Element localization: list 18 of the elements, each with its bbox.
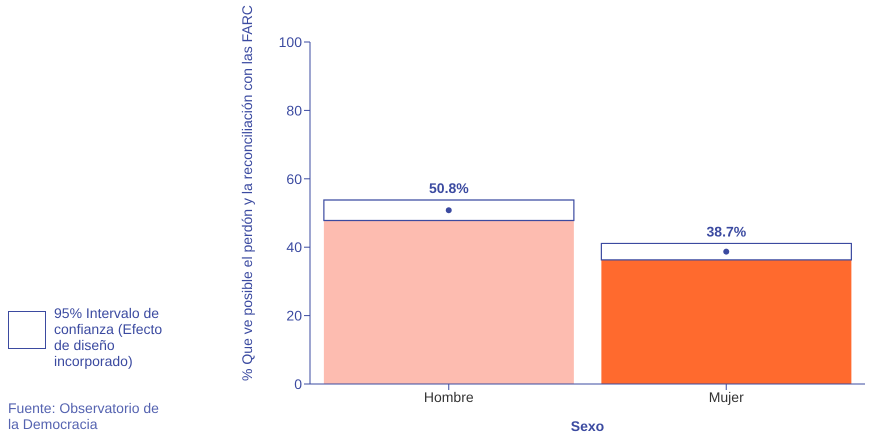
y-tick-label: 100 <box>278 34 302 50</box>
data-label: 38.7% <box>706 223 747 240</box>
y-axis-title: % Que ve posible el perdón y la reconciliación con las FARC <box>238 5 255 381</box>
y-tick-label: 60 <box>286 170 302 187</box>
y-tick-label: 80 <box>286 102 302 118</box>
y-tick-label: 0 <box>294 376 302 392</box>
x-tick-label: Mujer <box>708 388 744 405</box>
y-tick-label: 20 <box>286 308 302 324</box>
bar <box>601 260 852 384</box>
y-tick-label: 40 <box>286 239 302 256</box>
x-axis-title: Sexo <box>570 418 604 433</box>
bar <box>323 199 574 222</box>
data-label: 50.8% <box>429 180 470 196</box>
source-note: Fuente: Observatorio de la Democracia <box>8 400 160 432</box>
text: 95% Intervalo de confianza (Efecto de diseño incorporado) <box>54 305 164 369</box>
bar <box>324 220 574 384</box>
bar <box>600 242 852 260</box>
x-tick-label: Hombre <box>424 388 474 405</box>
